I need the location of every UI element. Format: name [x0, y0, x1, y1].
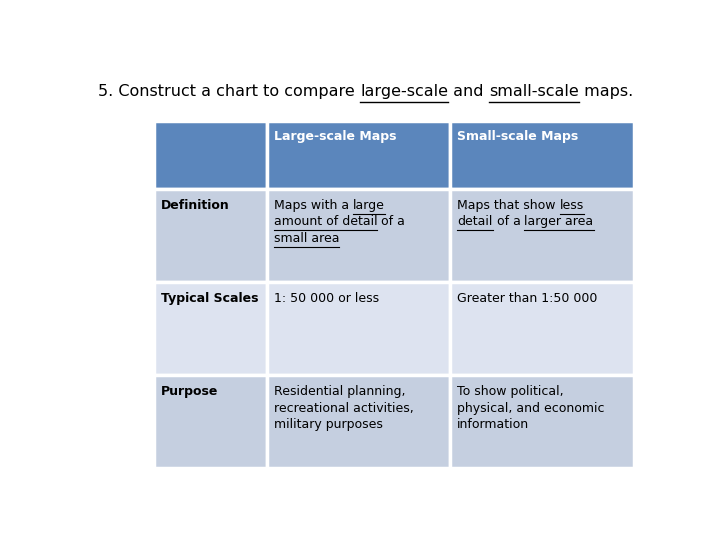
Bar	[154, 188, 267, 282]
Text: recreational activities,: recreational activities,	[274, 402, 413, 415]
Text: small-scale: small-scale	[489, 84, 579, 98]
Text: Greater than 1:50 000: Greater than 1:50 000	[457, 292, 598, 305]
Text: 5. Construct a chart to compare: 5. Construct a chart to compare	[99, 84, 360, 98]
Text: Maps with a: Maps with a	[274, 199, 353, 212]
Text: of a: of a	[492, 215, 524, 228]
Text: Small-scale Maps: Small-scale Maps	[457, 130, 578, 143]
Bar	[267, 375, 451, 468]
Text: and: and	[449, 84, 489, 98]
Bar	[154, 375, 267, 468]
Bar	[267, 121, 451, 188]
Text: information: information	[457, 418, 529, 431]
Text: Maps that show: Maps that show	[457, 199, 559, 212]
Text: Purpose: Purpose	[161, 386, 218, 399]
Text: physical, and economic: physical, and economic	[457, 402, 605, 415]
Text: Residential planning,: Residential planning,	[274, 386, 405, 399]
Bar	[451, 121, 634, 188]
Text: of a: of a	[377, 215, 405, 228]
Bar	[267, 282, 451, 375]
Text: large-scale: large-scale	[360, 84, 449, 98]
Text: small area: small area	[274, 232, 339, 245]
Bar	[451, 188, 634, 282]
Text: maps.: maps.	[579, 84, 633, 98]
Bar	[154, 282, 267, 375]
Text: Large-scale Maps: Large-scale Maps	[274, 130, 396, 143]
Bar	[267, 188, 451, 282]
Bar	[154, 121, 267, 188]
Text: larger area: larger area	[524, 215, 593, 228]
Text: detail: detail	[457, 215, 492, 228]
Text: large: large	[353, 199, 384, 212]
Text: military purposes: military purposes	[274, 418, 382, 431]
Text: Typical Scales: Typical Scales	[161, 292, 258, 305]
Text: less: less	[559, 199, 584, 212]
Text: Definition: Definition	[161, 199, 230, 212]
Bar	[451, 375, 634, 468]
Text: amount of detail: amount of detail	[274, 215, 377, 228]
Text: To show political,: To show political,	[457, 386, 564, 399]
Bar	[451, 282, 634, 375]
Text: 1: 50 000 or less: 1: 50 000 or less	[274, 292, 379, 305]
